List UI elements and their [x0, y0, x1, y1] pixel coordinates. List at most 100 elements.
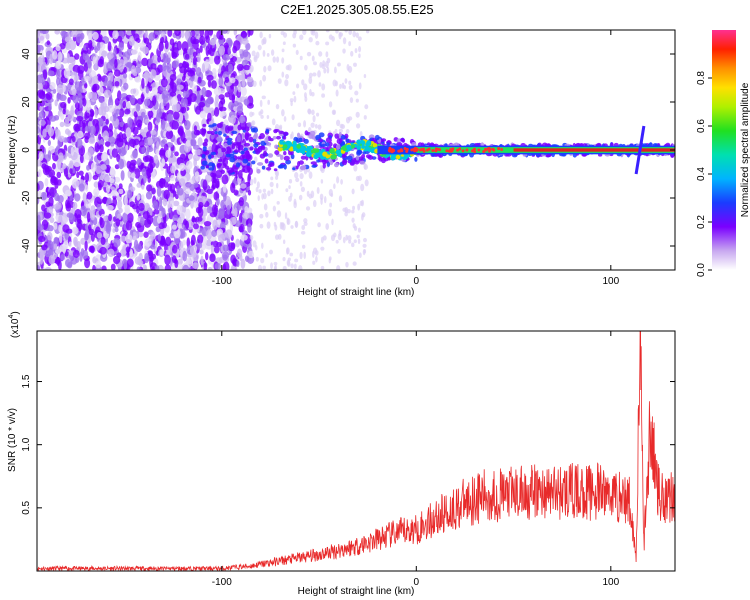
noise-blob: [97, 75, 103, 82]
core-dot: [307, 152, 312, 157]
noise-blob: [227, 63, 233, 72]
noise-blob: [130, 65, 137, 75]
band-blob: [310, 161, 317, 165]
noise-blob: [317, 70, 321, 78]
noise-blob: [271, 118, 276, 126]
noise-blob: [90, 91, 98, 103]
noise-blob: [257, 195, 260, 201]
noise-blob: [242, 49, 249, 58]
noise-blob: [217, 68, 222, 75]
noise-blob: [56, 179, 62, 186]
noise-blob: [358, 252, 362, 259]
noise-blob: [240, 30, 248, 38]
noise-blob: [53, 222, 58, 230]
noise-blob: [39, 33, 45, 44]
band-blob: [245, 150, 250, 156]
noise-blob: [84, 258, 91, 269]
band-blob: [341, 159, 348, 166]
noise-blob: [136, 194, 140, 201]
core-dot: [296, 144, 301, 149]
ridge-dot: [483, 147, 487, 151]
band-blob: [220, 147, 227, 153]
noise-blob: [144, 30, 148, 40]
noise-blob: [351, 242, 355, 248]
noise-blob: [119, 121, 125, 128]
noise-blob: [181, 75, 186, 82]
noise-blob: [87, 224, 92, 231]
noise-blob: [166, 113, 174, 122]
noise-blob: [160, 77, 168, 88]
noise-blob: [103, 173, 110, 183]
band-blob: [263, 150, 268, 157]
band-blob: [267, 136, 272, 141]
noise-blob: [325, 223, 329, 230]
noise-blob: [270, 188, 274, 195]
noise-blob: [69, 160, 74, 167]
noise-blob: [58, 224, 62, 233]
noise-blob: [67, 130, 72, 137]
noise-blob: [346, 63, 350, 71]
noise-blob: [97, 58, 104, 68]
noise-blob: [37, 169, 42, 178]
noise-blob: [80, 32, 85, 40]
noise-blob: [299, 172, 304, 180]
band-blob: [283, 164, 287, 170]
noise-blob: [49, 81, 56, 90]
colorbar-label: Normalized spectral amplitude: [740, 82, 750, 217]
noise-blob: [65, 199, 70, 209]
noise-blob: [95, 165, 102, 175]
noise-blob: [276, 56, 280, 63]
noise-blob: [347, 235, 352, 242]
band-blob: [252, 127, 259, 133]
noise-blob: [125, 144, 129, 151]
y-tick-label: 0: [21, 147, 32, 153]
noise-blob: [313, 61, 318, 66]
noise-blob: [352, 261, 357, 266]
ridge-dot: [434, 147, 438, 151]
noise-blob: [78, 183, 85, 192]
noise-blob: [311, 109, 315, 115]
noise-blob: [295, 177, 300, 183]
band-blob: [202, 146, 207, 152]
noise-blob: [164, 40, 169, 50]
ridge-dot: [438, 148, 442, 152]
ridge-dot: [431, 148, 435, 152]
band-blob: [340, 134, 346, 140]
noise-blob: [303, 120, 307, 128]
noise-blob: [163, 189, 170, 200]
noise-blob: [304, 64, 308, 71]
noise-blob: [115, 218, 121, 227]
noise-blob: [110, 263, 116, 270]
core-dot: [313, 154, 319, 160]
noise-blob: [266, 114, 270, 120]
noise-blob: [151, 87, 158, 95]
band-blob: [252, 138, 257, 144]
band-blob: [210, 130, 215, 136]
noise-blob: [108, 213, 113, 222]
band-blob: [226, 140, 233, 146]
noise-blob: [98, 106, 104, 116]
noise-blob: [167, 30, 173, 38]
noise-blob: [145, 191, 153, 200]
noise-blob: [331, 218, 334, 226]
noise-blob: [150, 231, 156, 240]
noise-blob: [293, 95, 297, 103]
noise-blob: [363, 74, 367, 79]
snr-panel: -100 0 100 0.5 1.0 1.5 Height of straight lin…: [7, 311, 676, 597]
noise-blob: [189, 92, 197, 103]
noise-blob: [313, 247, 318, 254]
noise-blob: [211, 80, 217, 89]
noise-blob: [192, 228, 197, 235]
band-blob: [275, 135, 281, 140]
noise-blob: [351, 209, 355, 214]
noise-blob: [201, 63, 206, 73]
noise-blob: [53, 237, 58, 244]
noise-blob: [64, 189, 72, 197]
band-blob: [216, 136, 223, 142]
noise-blob: [88, 39, 93, 50]
noise-blob: [240, 258, 246, 270]
noise-blob: [171, 82, 177, 94]
noise-blob: [37, 30, 41, 39]
ridge-dot: [461, 149, 465, 153]
noise-blob: [37, 74, 44, 84]
